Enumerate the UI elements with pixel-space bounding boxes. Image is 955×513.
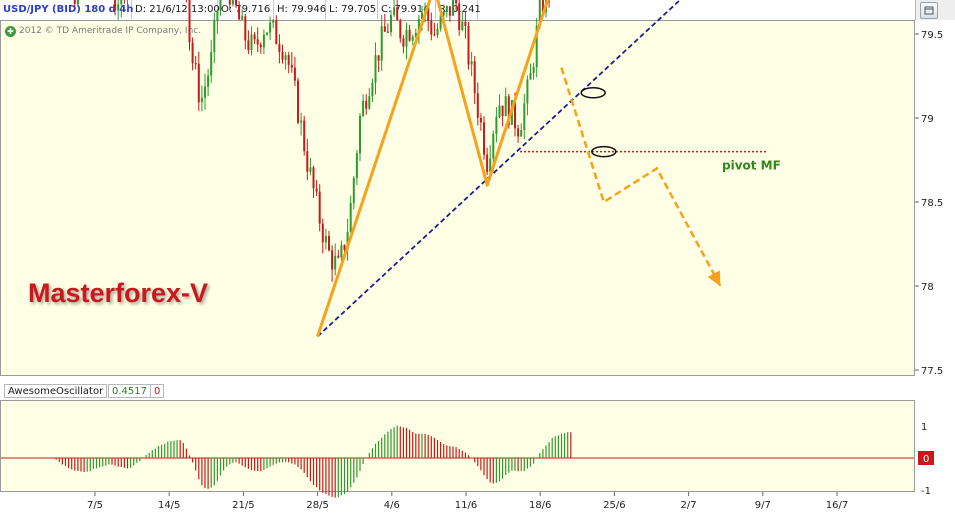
oscillator-panel[interactable]	[0, 400, 915, 492]
time-axis	[0, 492, 915, 513]
maximize-button[interactable]	[920, 2, 938, 19]
price-panel[interactable]	[0, 20, 915, 376]
range-readout: R: 0.241	[436, 0, 481, 19]
oscillator-value: 0.4517	[108, 384, 151, 398]
copyright-text: 2012 © TD Ameritrade IP Company, Inc.	[19, 26, 202, 36]
oscillator-header: AwesomeOscillator 0.4517 0	[0, 382, 915, 400]
chart-header: USD/JPY (BID) 180 d 4h D: 21/6/12 13:00 …	[0, 0, 915, 21]
price-axis	[915, 20, 955, 513]
symbol-label[interactable]: USD/JPY (BID) 180 d 4h	[0, 0, 133, 19]
date-readout: D: 21/6/12 13:00	[132, 0, 220, 19]
high-readout: H: 79.946	[274, 0, 326, 19]
close-readout: C: 79.914	[378, 0, 436, 19]
globe-icon: ✚	[5, 25, 16, 37]
maximize-icon	[924, 6, 934, 15]
open-readout: O: 79.716	[218, 0, 274, 19]
low-readout: L: 79.705	[326, 0, 378, 19]
oscillator-name[interactable]: AwesomeOscillator	[4, 384, 108, 398]
oscillator-zero: 0	[150, 384, 165, 398]
brand-watermark: Masterforex-V	[28, 278, 209, 308]
copyright-notice: ✚ 2012 © TD Ameritrade IP Company, Inc.	[5, 24, 201, 38]
